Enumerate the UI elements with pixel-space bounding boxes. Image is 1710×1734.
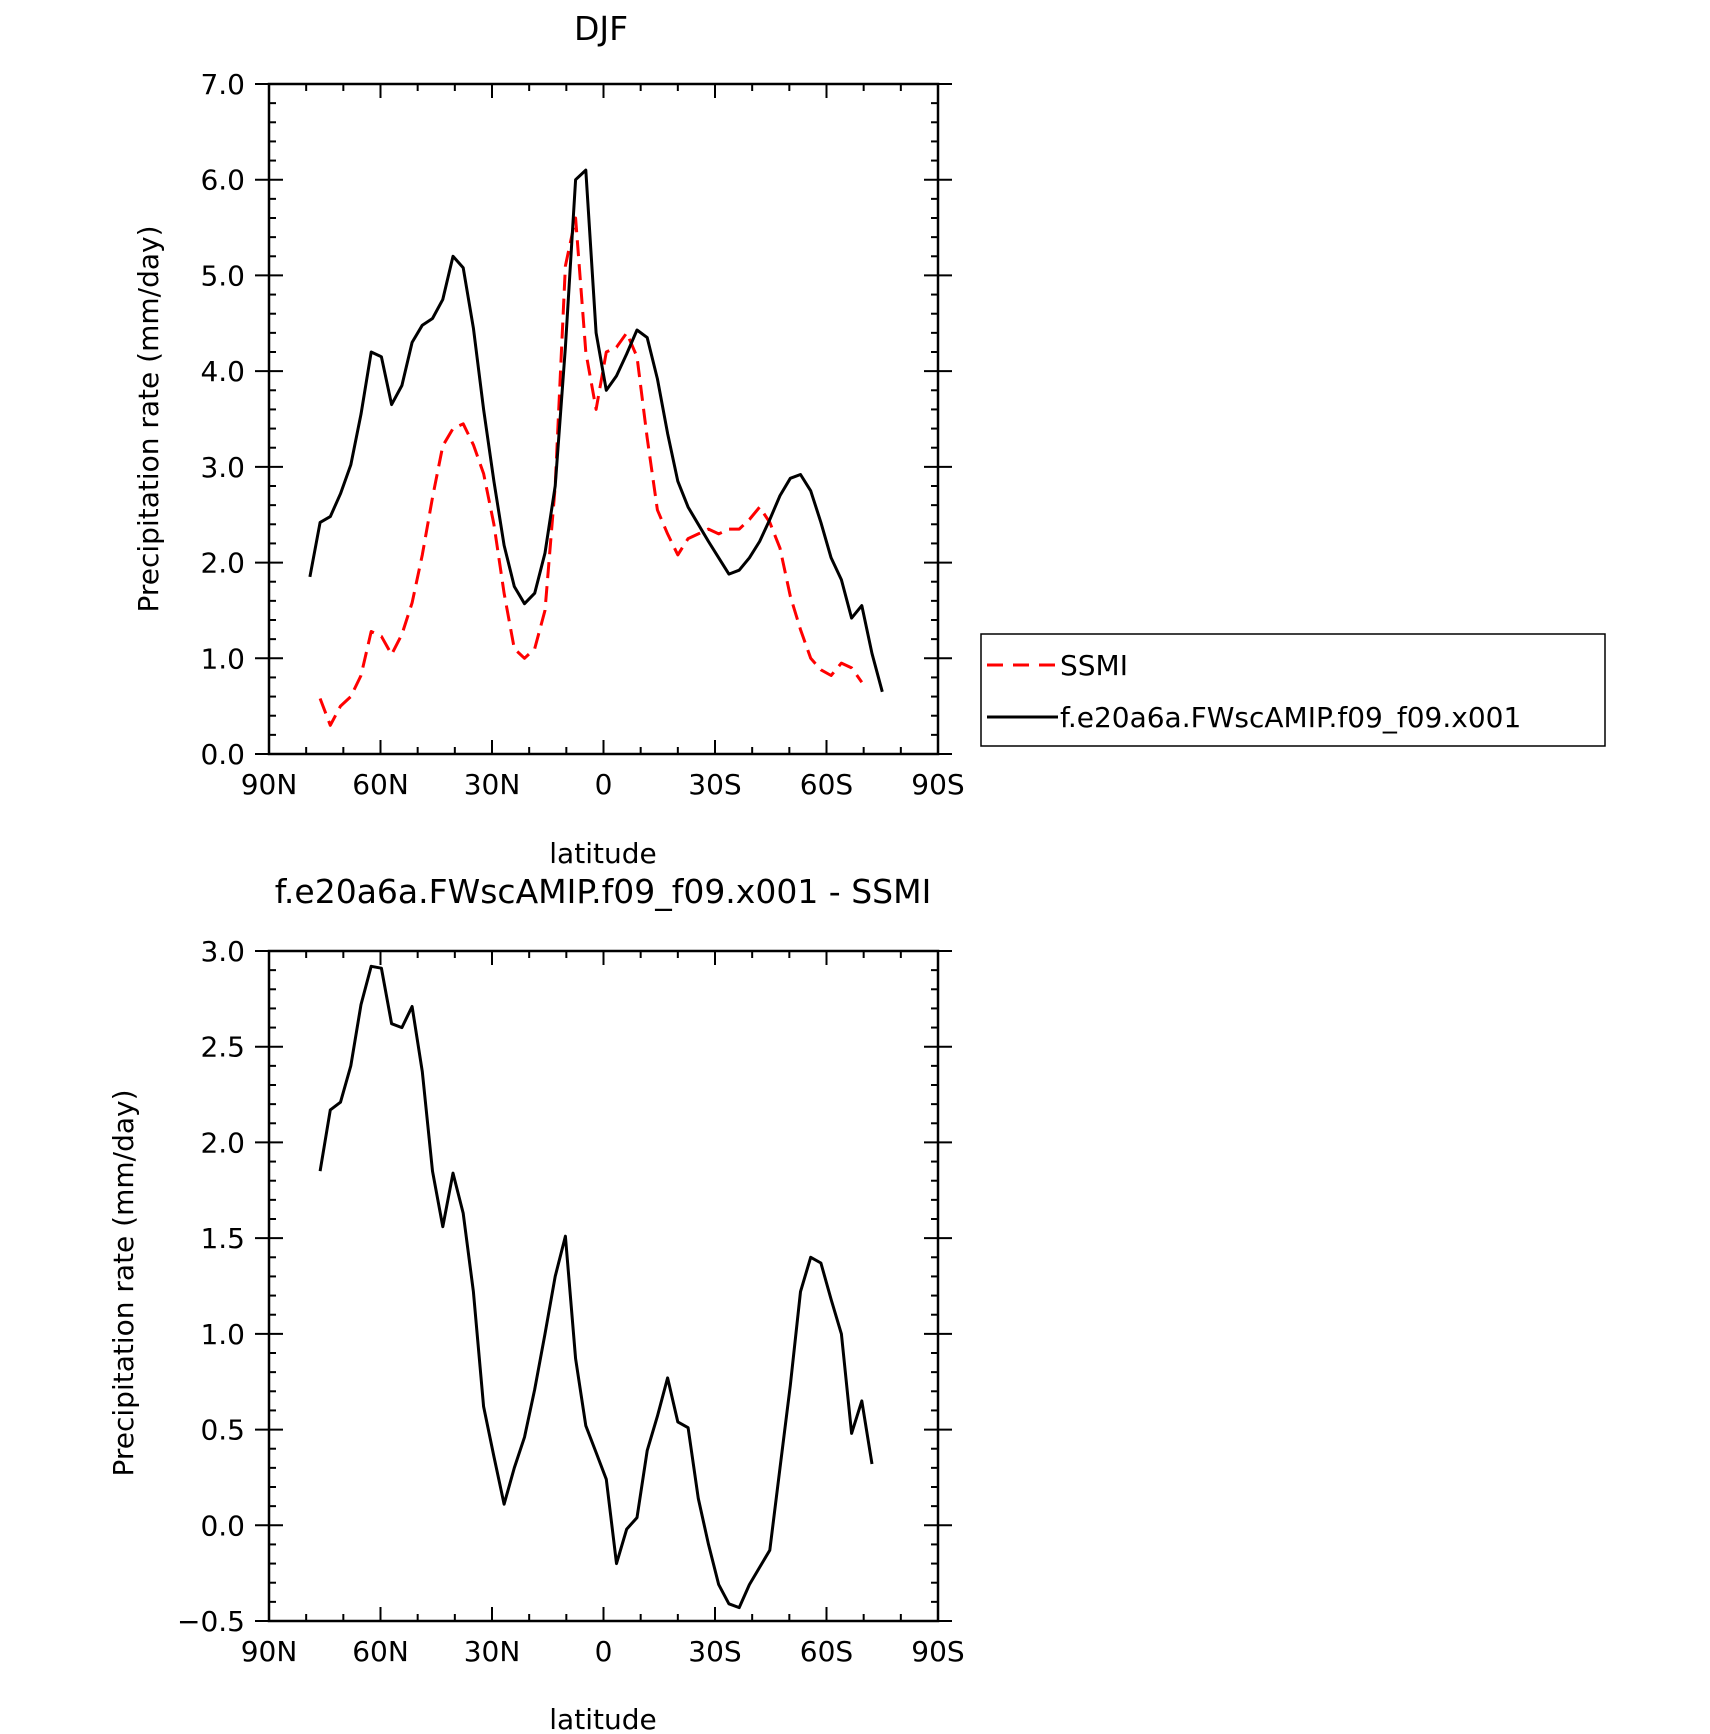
bottom-y-tick-label: 1.5 (200, 1222, 245, 1255)
top-x-tick-label: 90S (911, 768, 964, 801)
legend-label-model: f.e20a6a.FWscAMIP.f09_f09.x001 (1060, 701, 1521, 734)
top-series-1-line (308, 168, 884, 693)
bottom-x-tick-label: 0 (595, 1635, 613, 1668)
bottom-y-tick-label: 3.0 (200, 935, 245, 968)
bottom-y-tick-label: 2.0 (200, 1126, 245, 1159)
top-x-axis-label: latitude (549, 837, 656, 870)
bottom-x-tick-label: 90S (911, 1635, 964, 1668)
bottom-y-tick-label: −0.5 (177, 1605, 245, 1638)
bottom-y-tick-label: 2.5 (200, 1031, 245, 1064)
legend: SSMI f.e20a6a.FWscAMIP.f09_f09.x001 (980, 633, 1606, 747)
legend-box (980, 633, 1606, 747)
bottom-y-tick-label: 0.0 (200, 1509, 245, 1542)
top-axes-ticks: 90N 60N 30N 0 30S 60S 90S 0.0 1.0 2.0 3.0 4.0 5.0 6.0… (200, 68, 964, 801)
top-y-tick-label: 1.0 (200, 642, 245, 675)
bottom-chart-title: f.e20a6a.FWscAMIP.f09_f09.x001 - SSMI (275, 872, 932, 911)
top-chart-title: DJF (574, 9, 628, 48)
top-y-tick-label: 0.0 (200, 738, 245, 771)
bottom-x-tick-label: 30S (688, 1635, 741, 1668)
bottom-axes-ticks: 90N 60N 30N 0 30S 60S 90S −0.5 0.0 0.5 1.0 1.5 2.0 2.… (177, 935, 965, 1668)
top-x-tick-label: 60N (352, 768, 409, 801)
top-x-tick-label: 60S (800, 768, 853, 801)
bottom-x-tick-label: 60S (800, 1635, 853, 1668)
top-y-tick-label: 3.0 (200, 451, 245, 484)
legend-label-ssmi: SSMI (1060, 649, 1128, 682)
top-y-tick-label: 2.0 (200, 547, 245, 580)
top-x-tick-label: 30S (688, 768, 741, 801)
bottom-x-tick-label: 30N (464, 1635, 521, 1668)
bottom-y-axis-label: Precipitation rate (mm/day) (107, 1089, 140, 1476)
bottom-series-0-line (318, 964, 874, 1610)
bottom-x-tick-label: 60N (352, 1635, 409, 1668)
bottom-chart: f.e20a6a.FWscAMIP.f09_f09.x001 - SSMI 90… (107, 872, 965, 1734)
top-x-tick-label: 90N (241, 768, 298, 801)
top-y-axis-label: Precipitation rate (mm/day) (132, 225, 165, 612)
top-chart: DJF 90N 60N 30N 0 30S 60S 90S 0.0 1.0 2.0 3.0 4.0 5.… (132, 9, 965, 870)
bottom-plot-frame (267, 949, 940, 1623)
bottom-y-tick-label: 1.0 (200, 1318, 245, 1351)
top-y-tick-label: 7.0 (200, 68, 245, 101)
top-y-tick-label: 5.0 (200, 259, 245, 292)
top-x-tick-label: 30N (464, 768, 521, 801)
bottom-x-tick-label: 90N (241, 1635, 298, 1668)
top-plot-frame (267, 82, 940, 756)
top-series-group (308, 168, 884, 727)
top-y-tick-label: 6.0 (200, 164, 245, 197)
top-x-tick-label: 0 (595, 768, 613, 801)
bottom-y-tick-label: 0.5 (200, 1414, 245, 1447)
top-series-0-line (318, 216, 864, 727)
bottom-series-group (318, 964, 874, 1610)
bottom-x-axis-label: latitude (549, 1703, 656, 1734)
top-y-tick-label: 4.0 (200, 355, 245, 388)
